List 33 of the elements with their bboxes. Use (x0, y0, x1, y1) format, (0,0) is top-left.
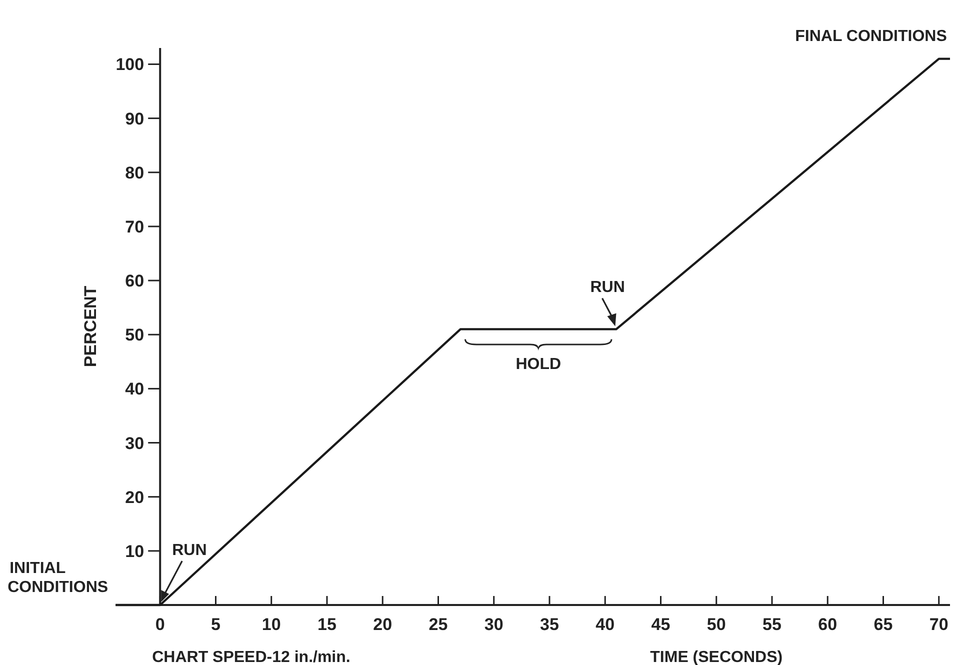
annotation: RUN (172, 542, 207, 559)
y-tick-label: 40 (125, 380, 144, 399)
x-tick-label: 20 (373, 615, 392, 634)
x-tick-label: 30 (484, 615, 504, 634)
x-tick-label: 50 (706, 615, 726, 634)
y-tick-label: 70 (125, 217, 144, 236)
x-tick-label: 25 (428, 615, 448, 634)
y-tick-label: 80 (125, 163, 144, 182)
x-tick-label: 60 (818, 615, 838, 634)
annotation: FINAL CONDITIONS (795, 28, 948, 45)
y-tick-label: 100 (116, 55, 144, 74)
y-tick-label: 60 (125, 272, 144, 291)
y-axis-title: PERCENT (81, 285, 100, 368)
x-tick-label: 70 (929, 615, 948, 634)
x-tick-label: 55 (762, 615, 782, 634)
y-tick-label: 50 (125, 326, 144, 345)
annotation: HOLD (516, 356, 562, 374)
x-tick-label: 65 (874, 615, 893, 634)
x-tick-label: 35 (540, 615, 559, 634)
text: CHART SPEED-12 in./min. (152, 649, 350, 665)
x-axis-title: TIME (SECONDS) (650, 649, 783, 665)
y-tick-label: 90 (125, 109, 144, 128)
y-tick-label: 30 (125, 434, 144, 453)
x-tick-label: 15 (318, 615, 336, 634)
annotation: RUN (590, 279, 625, 296)
x-tick-label: 5 (210, 615, 220, 634)
x-tick-label: 10 (262, 615, 281, 634)
x-tick-label: 45 (651, 615, 670, 634)
y-tick-label: 10 (125, 542, 144, 561)
annotation: INITIAL CONDITIONS (8, 560, 108, 596)
x-tick-label: 0 (155, 615, 165, 634)
y-tick-label: 20 (125, 488, 144, 507)
x-tick-label: 40 (596, 615, 615, 634)
